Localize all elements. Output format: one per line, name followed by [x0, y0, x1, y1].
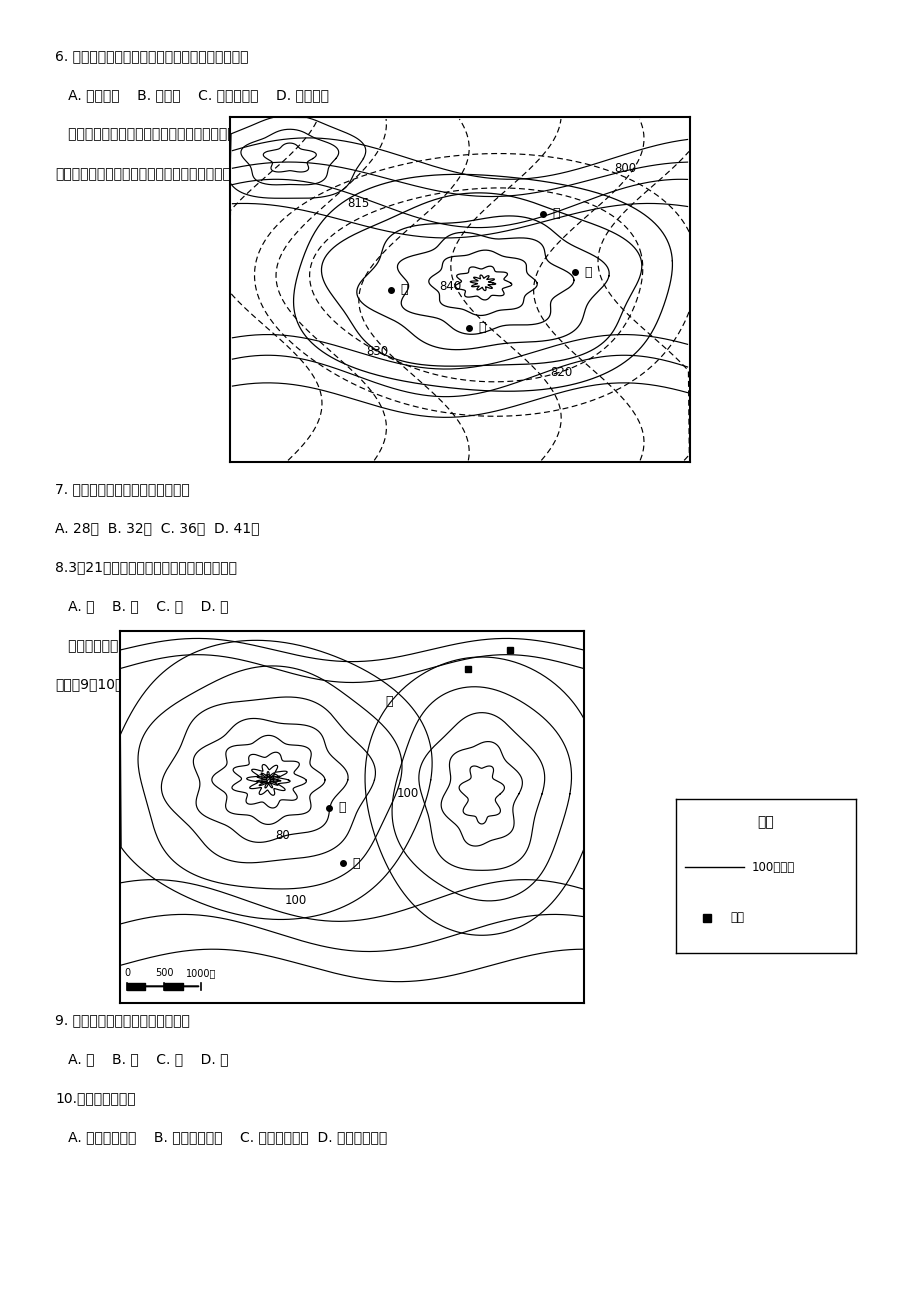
Text: 村庄: 村庄 [730, 911, 743, 924]
Text: 图回筗9～10题。: 图回筗9～10题。 [55, 677, 131, 691]
Text: 100: 100 [396, 788, 418, 801]
Text: 丁: 丁 [551, 207, 559, 220]
Text: 是黄土底面（基岩表面）等高线（单位：米）。读图回筗7～8题。: 是黄土底面（基岩表面）等高线（单位：米）。读图回筗7～8题。 [55, 167, 307, 181]
Text: 甲: 甲 [337, 801, 346, 814]
Text: 820: 820 [550, 366, 572, 379]
Text: A. 28米  B. 32米  C. 36米  D. 41米: A. 28米 B. 32米 C. 36米 D. 41米 [55, 521, 259, 535]
Text: A. 水土流失    B. 沙尘暴    C. 土地盐熄化    D. 洪涝灾害: A. 水土流失 B. 沙尘暴 C. 土地盐熄化 D. 洪涝灾害 [55, 89, 329, 103]
Text: A. 甲    B. 乙    C. 丙    D. 丁: A. 甲 B. 乙 C. 丙 D. 丁 [55, 599, 229, 613]
Text: 80: 80 [275, 829, 289, 842]
Text: 100等高线: 100等高线 [751, 861, 794, 874]
Text: 7. 甲处黄土层的厚度最大可能达到: 7. 甲处黄土层的厚度最大可能达到 [55, 482, 189, 496]
Text: 830: 830 [366, 345, 388, 358]
Text: 乙: 乙 [478, 322, 485, 335]
Text: 120: 120 [257, 773, 279, 786]
Text: 815: 815 [347, 197, 369, 210]
Text: 甲: 甲 [584, 266, 591, 279]
Text: 8.3月21日傈晚，最有可能看到日落的地点是: 8.3月21日傈晚，最有可能看到日落的地点是 [55, 560, 237, 574]
Text: 0: 0 [124, 967, 130, 978]
Text: 图例: 图例 [756, 815, 774, 829]
Text: A. 甲    B. 乙    C. 丙    D. 丁: A. 甲 B. 乙 C. 丙 D. 丁 [55, 1052, 229, 1066]
Text: 乙: 乙 [385, 694, 392, 707]
Text: A. 改善航运条件    B. 开发河流水能    C. 增加径流总量  D. 消除地质灾害: A. 改善航运条件 B. 开发河流水能 C. 增加径流总量 D. 消除地质灾害 [55, 1130, 387, 1144]
Text: 6. 由于不合理灌溉，在乙地引发的主要环境问题是: 6. 由于不合理灌溉，在乙地引发的主要环境问题是 [55, 49, 248, 64]
Text: 10.水库建成后能够: 10.水库建成后能够 [55, 1091, 136, 1105]
Text: 500: 500 [154, 967, 173, 978]
Text: 我国东南沿海某地拟修建一座水佭60米的水库。下图为「拟建水库附近地形示意图」。读: 我国东南沿海某地拟修建一座水佭60米的水库。下图为「拟建水库附近地形示意图」。读 [55, 638, 403, 652]
Text: 800: 800 [614, 163, 636, 176]
Text: 下图为黄土高原局部黄土分布等値线图，图中实线是黄土表面等高线（单位：米），虚线: 下图为黄土高原局部黄土分布等値线图，图中实线是黄土表面等高线（单位：米），虚线 [55, 128, 394, 142]
Text: 丙: 丙 [400, 284, 407, 296]
Text: 100: 100 [285, 894, 307, 907]
Text: 840: 840 [439, 280, 461, 293]
Text: 1000米: 1000米 [186, 967, 216, 978]
Text: 9. 建设成本最低的水库大外宜建在: 9. 建设成本最低的水库大外宜建在 [55, 1013, 190, 1027]
Text: 丙: 丙 [352, 857, 359, 870]
